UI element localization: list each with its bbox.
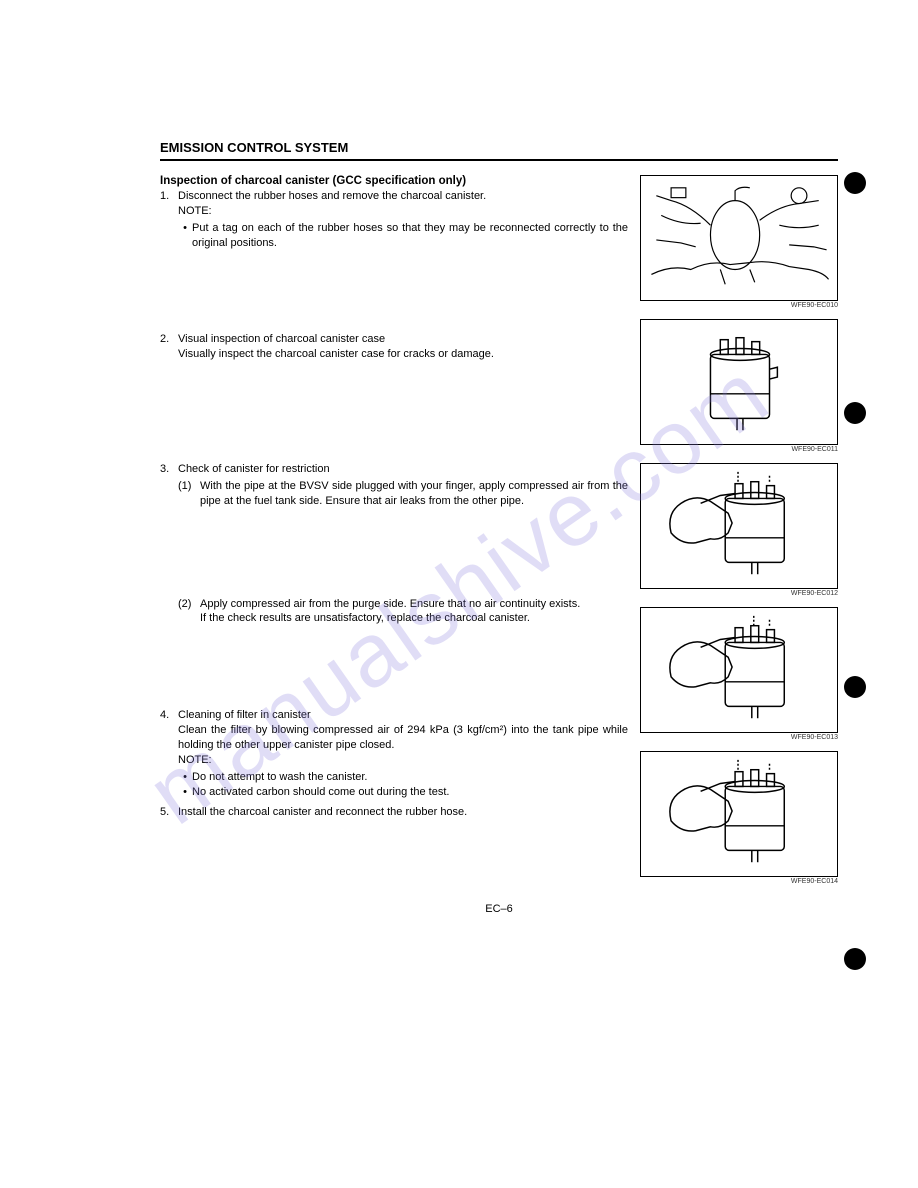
step-number: 3.	[160, 462, 178, 509]
substep-number: (1)	[178, 479, 200, 509]
bullet-icon: •	[178, 785, 192, 800]
bullet-text: Put a tag on each of the rubber hoses so…	[192, 221, 628, 251]
punch-hole	[844, 172, 866, 194]
figure-caption: WFE90-EC010	[640, 302, 838, 309]
step-title: Visual inspection of charcoal canister c…	[178, 333, 385, 345]
note-label: NOTE:	[178, 204, 628, 219]
substep-text: Apply compressed air from the purge side…	[200, 598, 580, 610]
bullet-icon: •	[178, 221, 192, 251]
step-number: 1.	[160, 189, 178, 250]
bullet-text: Do not attempt to wash the canister.	[192, 770, 628, 785]
figure-caption: WFE90-EC013	[640, 734, 838, 741]
step-number: 5.	[160, 805, 178, 820]
step-text: Install the charcoal canister and reconn…	[178, 806, 467, 818]
substep-text: With the pipe at the BVSV side plugged w…	[200, 479, 628, 509]
punch-hole	[844, 676, 866, 698]
section-title: Inspection of charcoal canister (GCC spe…	[160, 175, 628, 187]
bullet-text: No activated carbon should come out duri…	[192, 785, 628, 800]
step-number: 2.	[160, 332, 178, 362]
substep-text: If the check results are unsatisfactory,…	[200, 612, 530, 624]
note-label: NOTE:	[178, 753, 628, 768]
figure-caption: WFE90-EC011	[640, 446, 838, 453]
step-text: Visually inspect the charcoal canister c…	[178, 348, 494, 360]
figure-caption: WFE90-EC014	[640, 878, 838, 885]
punch-hole	[844, 948, 866, 970]
page-number: EC–6	[160, 903, 838, 915]
figure-canister-hand	[640, 607, 838, 733]
step-text: Clean the filter by blowing compressed a…	[178, 724, 628, 751]
step-title: Check of canister for restriction	[178, 463, 330, 475]
step-number: 4.	[160, 708, 178, 799]
step-text: Disconnect the rubber hoses and remove t…	[178, 190, 486, 202]
page-header: EMISSION CONTROL SYSTEM	[160, 140, 838, 161]
step-number	[160, 595, 178, 627]
figure-canister-hand	[640, 751, 838, 877]
figure-canister-hand	[640, 463, 838, 589]
figure-caption: WFE90-EC012	[640, 590, 838, 597]
bullet-icon: •	[178, 770, 192, 785]
step-title: Cleaning of filter in canister	[178, 709, 311, 721]
figure-canister	[640, 319, 838, 445]
figure-engine-bay	[640, 175, 838, 301]
punch-hole	[844, 402, 866, 424]
substep-number: (2)	[178, 597, 200, 627]
